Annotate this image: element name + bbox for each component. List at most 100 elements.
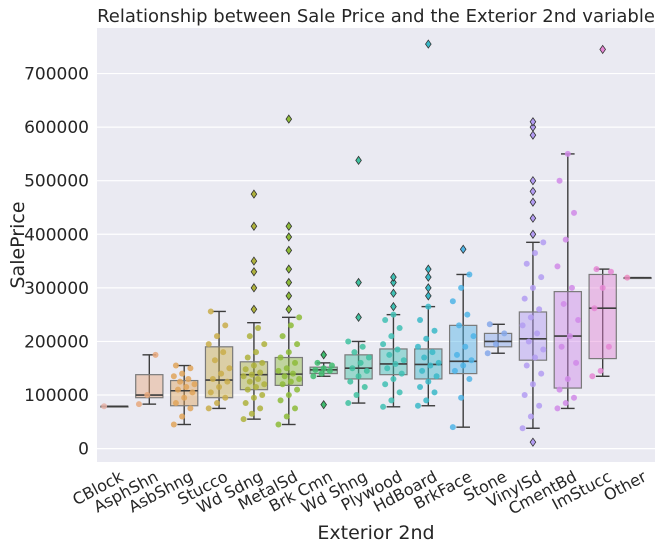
data-point [458,394,465,401]
data-point [244,354,251,361]
data-point [283,365,290,372]
data-point [384,365,391,372]
box-iqr [135,374,164,399]
chart-title: Relationship between Sale Price and the … [97,6,655,27]
box-group [518,117,548,447]
data-point [460,362,467,369]
outlier-point [529,117,537,127]
data-point [310,373,317,380]
data-point [573,359,580,366]
data-point [205,341,212,348]
outlier-point [425,291,432,301]
data-point [189,389,196,396]
box-group [239,189,269,423]
box-group [379,272,408,410]
data-point [554,263,561,270]
data-point [318,370,325,377]
data-point [242,366,249,373]
data-point [562,400,569,407]
data-point [425,378,432,385]
data-point [396,389,403,396]
outlier-point [599,44,606,55]
data-point [556,386,563,393]
box-group [309,350,338,410]
data-point [423,335,430,342]
box-group [623,274,652,281]
data-point [259,359,266,366]
x-axis-label: Exterior 2nd [317,522,434,544]
data-point [523,362,530,369]
data-point [453,351,460,358]
data-point [187,365,194,372]
data-point [363,367,370,374]
grid-lines [97,72,655,450]
data-point [207,308,214,315]
data-point [607,268,614,275]
outlier-point [320,350,327,360]
data-point [575,317,582,324]
outlier-point [459,244,467,254]
data-point [287,378,294,385]
data-point [523,260,530,267]
box-iqr [518,311,548,361]
data-point [296,314,303,321]
data-point [246,378,253,385]
data-point [285,349,292,356]
outlier-point [250,267,258,277]
data-point [593,266,600,273]
data-point [183,383,190,390]
data-point [361,383,368,390]
data-point [390,375,397,382]
data-point [222,322,229,329]
box-iqr [483,332,513,348]
data-point [417,383,424,390]
data-point [357,359,364,366]
data-point [170,373,177,380]
data-point [519,322,526,329]
data-point [289,370,296,377]
data-point [431,327,438,334]
outlier-point [250,189,258,199]
data-point [388,397,395,404]
data-point [292,359,299,366]
data-point [538,370,545,377]
data-point [525,338,532,345]
data-point [484,350,491,357]
data-point [152,351,159,358]
data-point [275,367,282,374]
data-point [255,375,262,382]
data-point [532,354,539,361]
data-point [345,400,352,407]
data-point [174,386,181,393]
data-point [261,341,268,348]
data-point [534,330,541,337]
outlier-point [285,304,293,314]
data-point [501,330,508,337]
data-point [589,373,596,380]
data-point [250,362,257,369]
data-point [386,351,393,358]
data-point [365,354,372,361]
data-point [451,367,458,374]
outlier-point [285,114,293,124]
data-point [398,370,405,377]
data-point [253,383,260,390]
data-point [558,343,565,350]
data-point [470,333,477,340]
data-point [353,392,360,399]
data-point [281,373,288,380]
outlier-point [355,155,362,166]
data-point [564,150,571,157]
outlier-point [529,122,537,132]
data-point [328,362,335,369]
outlier-point [285,291,293,301]
data-point [283,413,290,420]
outlier-point [320,399,327,410]
data-point [179,413,186,420]
data-point [207,389,214,396]
data-point [320,365,327,372]
data-point [144,392,151,399]
data-point [187,405,194,412]
data-point [314,359,321,366]
data-point [532,250,539,257]
